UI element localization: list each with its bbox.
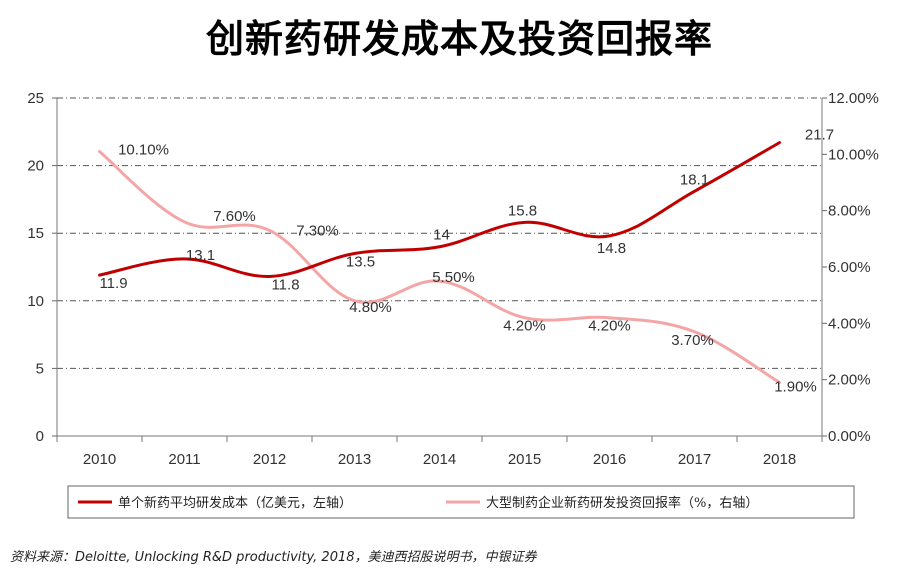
data-label-return: 5.50% bbox=[432, 269, 475, 286]
x-tick-label: 2010 bbox=[83, 451, 116, 468]
series-line-cost bbox=[98, 141, 781, 278]
data-label-cost: 21.7 bbox=[805, 127, 834, 144]
data-label-cost: 14 bbox=[433, 227, 450, 244]
data-label-return: 4.20% bbox=[503, 318, 546, 335]
y-left-tick-label: 25 bbox=[27, 90, 44, 107]
y-right-tick-label: 10.00% bbox=[828, 146, 879, 163]
y-right-tick-label: 4.00% bbox=[828, 315, 871, 332]
data-label-return: 7.30% bbox=[296, 222, 339, 239]
y-right-tick-label: 0.00% bbox=[828, 428, 871, 445]
y-right-tick-label: 2.00% bbox=[828, 372, 871, 389]
data-label-cost: 15.8 bbox=[508, 202, 537, 219]
x-tick-label: 2015 bbox=[508, 451, 541, 468]
data-label-return: 4.20% bbox=[588, 318, 631, 335]
y-left-tick-label: 5 bbox=[36, 360, 44, 377]
chart-title: 创新药研发成本及投资回报率 bbox=[205, 16, 713, 61]
x-tick-label: 2014 bbox=[423, 451, 456, 468]
x-tick-label: 2013 bbox=[338, 451, 371, 468]
x-tick-label: 2018 bbox=[763, 451, 796, 468]
data-label-return: 7.60% bbox=[213, 208, 256, 225]
series-line-return bbox=[98, 150, 781, 384]
legend-item-cost-label: 单个新药平均研发成本（亿美元，左轴） bbox=[118, 495, 352, 511]
legend: 单个新药平均研发成本（亿美元，左轴） 大型制药企业新药研发投资回报率（%，右轴） bbox=[67, 485, 855, 519]
data-label-cost: 18.1 bbox=[680, 171, 709, 188]
y-left-tick-label: 0 bbox=[36, 428, 44, 445]
y-right-tick-label: 6.00% bbox=[828, 259, 871, 276]
data-label-cost: 11.9 bbox=[99, 275, 127, 292]
y-left-tick-label: 20 bbox=[27, 158, 44, 175]
y-right-tick-label: 8.00% bbox=[828, 203, 871, 220]
data-label-return: 10.10% bbox=[118, 142, 169, 159]
legend-item-return-label: 大型制药企业新药研发投资回报率（%，右轴） bbox=[486, 495, 758, 511]
data-label-cost: 13.5 bbox=[346, 253, 375, 270]
data-label-cost: 14.8 bbox=[597, 240, 626, 257]
series-lines bbox=[98, 141, 781, 384]
source-note: 资料来源：Deloitte, Unlocking R&D productivit… bbox=[10, 550, 537, 565]
data-label-return: 3.70% bbox=[671, 332, 714, 349]
data-label-return: 1.90% bbox=[774, 378, 817, 395]
y-left-tick-label: 15 bbox=[27, 225, 44, 242]
y-left-tick-label: 10 bbox=[27, 293, 44, 310]
x-tick-label: 2012 bbox=[253, 451, 286, 468]
data-label-cost: 13.1 bbox=[186, 247, 215, 264]
x-tick-label: 2017 bbox=[678, 451, 711, 468]
x-tick-label: 2016 bbox=[593, 451, 626, 468]
data-labels: 11.9 13.1 11.8 13.5 14 15.8 14.8 18.1 21.7 10.10%… bbox=[99, 127, 834, 396]
y-right-tick-label: 12.00% bbox=[828, 90, 879, 107]
data-label-return: 4.80% bbox=[349, 299, 392, 316]
data-label-cost: 11.8 bbox=[271, 276, 299, 293]
x-tick-label: 2011 bbox=[168, 451, 200, 468]
axes: 0 5 10 15 20 25 0.00% 2.00% 4.00% 6.00% 8.00% 10.00… bbox=[27, 90, 879, 468]
gridlines bbox=[57, 97, 822, 369]
